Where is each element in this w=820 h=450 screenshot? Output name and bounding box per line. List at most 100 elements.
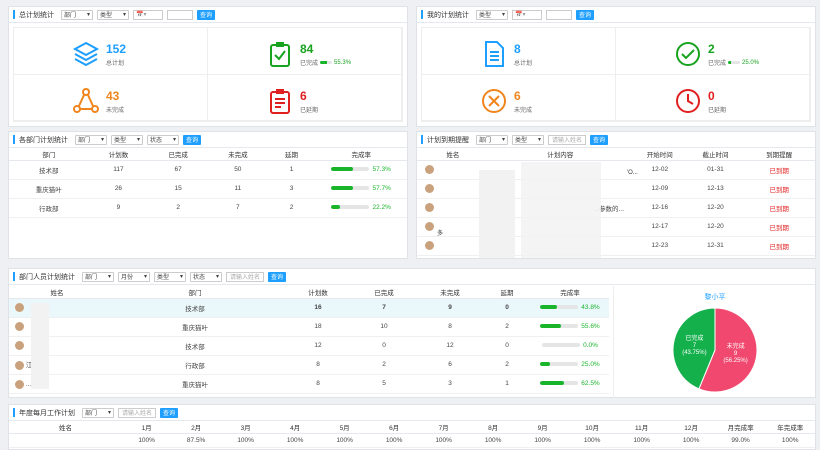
query-button[interactable]: 查询	[268, 271, 287, 282]
query-button[interactable]: 查询	[160, 407, 179, 418]
table-cell: 12-13	[687, 179, 744, 199]
table-row[interactable]: 重庆猫叶 18 10 8 2 55.6%	[9, 317, 609, 337]
stat-number: 43	[106, 88, 120, 103]
month-select[interactable]: 月份	[118, 271, 150, 282]
table-row[interactable]: 技术部 12 0 12 0 0.0%	[9, 336, 609, 356]
completion-minibar	[320, 61, 333, 64]
column-header: 年完成率	[765, 421, 815, 434]
table-cell: 87.5%	[171, 433, 221, 448]
name-cell	[9, 298, 105, 318]
table-row[interactable]: 江皓行政部826225.0%	[9, 355, 609, 375]
pie-slice[interactable]	[698, 307, 758, 393]
status-select[interactable]: 状态	[190, 271, 222, 282]
total-plan-header: 总计划统计 部门 类型 📅▾ 查询	[9, 7, 407, 23]
table-row[interactable]: 行政部 9 2 7 2 22.2%	[9, 198, 407, 218]
expiry-status: 已到期	[743, 198, 815, 218]
table-row[interactable]: 12-23 12-31 已到期	[417, 236, 815, 256]
column-header: 部门	[9, 148, 89, 161]
table-cell: 12-31	[687, 236, 744, 256]
query-button[interactable]: 查询	[576, 9, 595, 20]
name-cell	[417, 236, 489, 256]
table-header: 部门 计划数 已完成 未完成 延期 完成率	[9, 148, 407, 161]
table-cell	[9, 433, 122, 448]
table-cell: 117	[88, 160, 149, 180]
end-date-input[interactable]	[546, 9, 572, 20]
table-cell: 2	[148, 198, 208, 218]
table-cell: 100%	[220, 433, 271, 448]
pie-slice[interactable]	[672, 307, 716, 390]
progress-bar	[331, 167, 370, 172]
panel-title: 我的计划统计	[427, 11, 469, 19]
dept-select[interactable]: 部门	[61, 9, 93, 20]
dept-select[interactable]: 部门	[476, 134, 508, 145]
column-header: 9月	[517, 421, 568, 434]
monthly-plan-header: 年度每月工作计划 部门 请输入姓名 查询	[9, 405, 815, 421]
query-button[interactable]: 查询	[590, 134, 609, 145]
start-date-input[interactable]: 📅▾	[133, 9, 163, 20]
stat-label: 未完成	[514, 107, 533, 114]
end-date-input[interactable]	[167, 9, 193, 20]
name-search-input[interactable]: 请输入姓名	[118, 407, 156, 418]
share-icon	[73, 87, 99, 113]
completion-cell: 43.8%	[531, 298, 609, 318]
table-cell: 8	[285, 374, 351, 394]
dept-select[interactable]: 部门	[82, 271, 114, 282]
stat-card: 8 总计划	[422, 28, 616, 75]
name-search-input[interactable]: 请输入姓名	[226, 271, 264, 282]
column-header: 已完成	[351, 286, 417, 299]
query-button[interactable]: 查询	[197, 9, 216, 20]
table-cell: 12-09	[631, 179, 688, 199]
dept-select[interactable]: 部门	[75, 134, 107, 145]
table-row[interactable]: 重庆猫叶 26 15 11 3 57.7%	[9, 179, 407, 199]
completion-cell: 57.3%	[315, 160, 407, 180]
query-button[interactable]: 查询	[183, 134, 202, 145]
pie-data-label: 已完成	[685, 334, 703, 342]
table-cell: 0	[483, 336, 531, 356]
table-cell: 0	[351, 336, 417, 356]
column-header: 姓名	[9, 286, 105, 299]
type-select[interactable]: 类型	[111, 134, 143, 145]
start-date-input[interactable]: 📅▾	[512, 9, 542, 20]
table-cell: 100%	[468, 433, 518, 448]
table-cell: 100%	[517, 433, 568, 448]
table-cell: 9	[417, 298, 483, 318]
expiry-status: 已到期	[743, 236, 815, 256]
column-header: 12月	[666, 421, 716, 434]
document-icon	[485, 41, 504, 67]
table-cell: 2	[483, 317, 531, 337]
column-header: 部门	[105, 286, 285, 299]
table-cell: 100%	[121, 433, 172, 448]
table-row[interactable]: 技术部 117 67 50 1 57.3%	[9, 160, 407, 180]
column-header: 2月	[171, 421, 221, 434]
type-select[interactable]: 类型	[97, 9, 129, 20]
table-row[interactable]: 12-17 12-20 已到期	[417, 217, 815, 237]
table-row[interactable]: ...平重庆猫叶853162.5%	[9, 374, 609, 394]
table-cell: 重庆猫叶	[9, 179, 89, 199]
type-select[interactable]: 类型	[154, 271, 186, 282]
completion-cell: 62.5%	[531, 374, 609, 394]
column-header: 已完成	[148, 148, 208, 161]
progress-bar	[331, 186, 370, 191]
table-row[interactable]: 12-02 01-31 已到期	[417, 160, 815, 180]
stat-label: 总计划	[106, 61, 125, 67]
layers-icon	[72, 41, 100, 67]
name-search-input[interactable]: 请输入姓名	[548, 134, 586, 145]
table-row[interactable]: 12-09 12-13 已到期	[417, 179, 815, 199]
table-row[interactable]: ...参数的... 12-16 12-20 已到期	[417, 198, 815, 218]
type-select[interactable]: 类型	[512, 134, 544, 145]
expiry-table: 姓名 计划内容 开始时间 截止时间 到期提醒 12-02 01-31 已到期 12-09 12-…	[417, 148, 815, 256]
avatar	[15, 360, 24, 370]
table-row[interactable]: 技术部 16 7 9 0 43.8%	[9, 298, 609, 318]
type-select[interactable]: 类型	[476, 9, 508, 20]
stat-number: 2	[708, 42, 715, 56]
table-cell: 1	[483, 374, 531, 394]
table-cell: 12-20	[687, 217, 744, 237]
table-cell: 7	[207, 198, 268, 218]
status-select[interactable]: 状态	[147, 134, 179, 145]
completion-cell: 25.0%	[531, 355, 609, 375]
table-cell: 12-16	[631, 198, 688, 218]
stat-label: 总计划	[514, 61, 533, 67]
dept-select[interactable]: 部门	[82, 407, 114, 418]
people-table: 姓名 部门 计划数 已完成 未完成 延期 完成率 技术部 16 7 9 0 43.8% 重庆猫叶 18 1…	[9, 286, 609, 394]
